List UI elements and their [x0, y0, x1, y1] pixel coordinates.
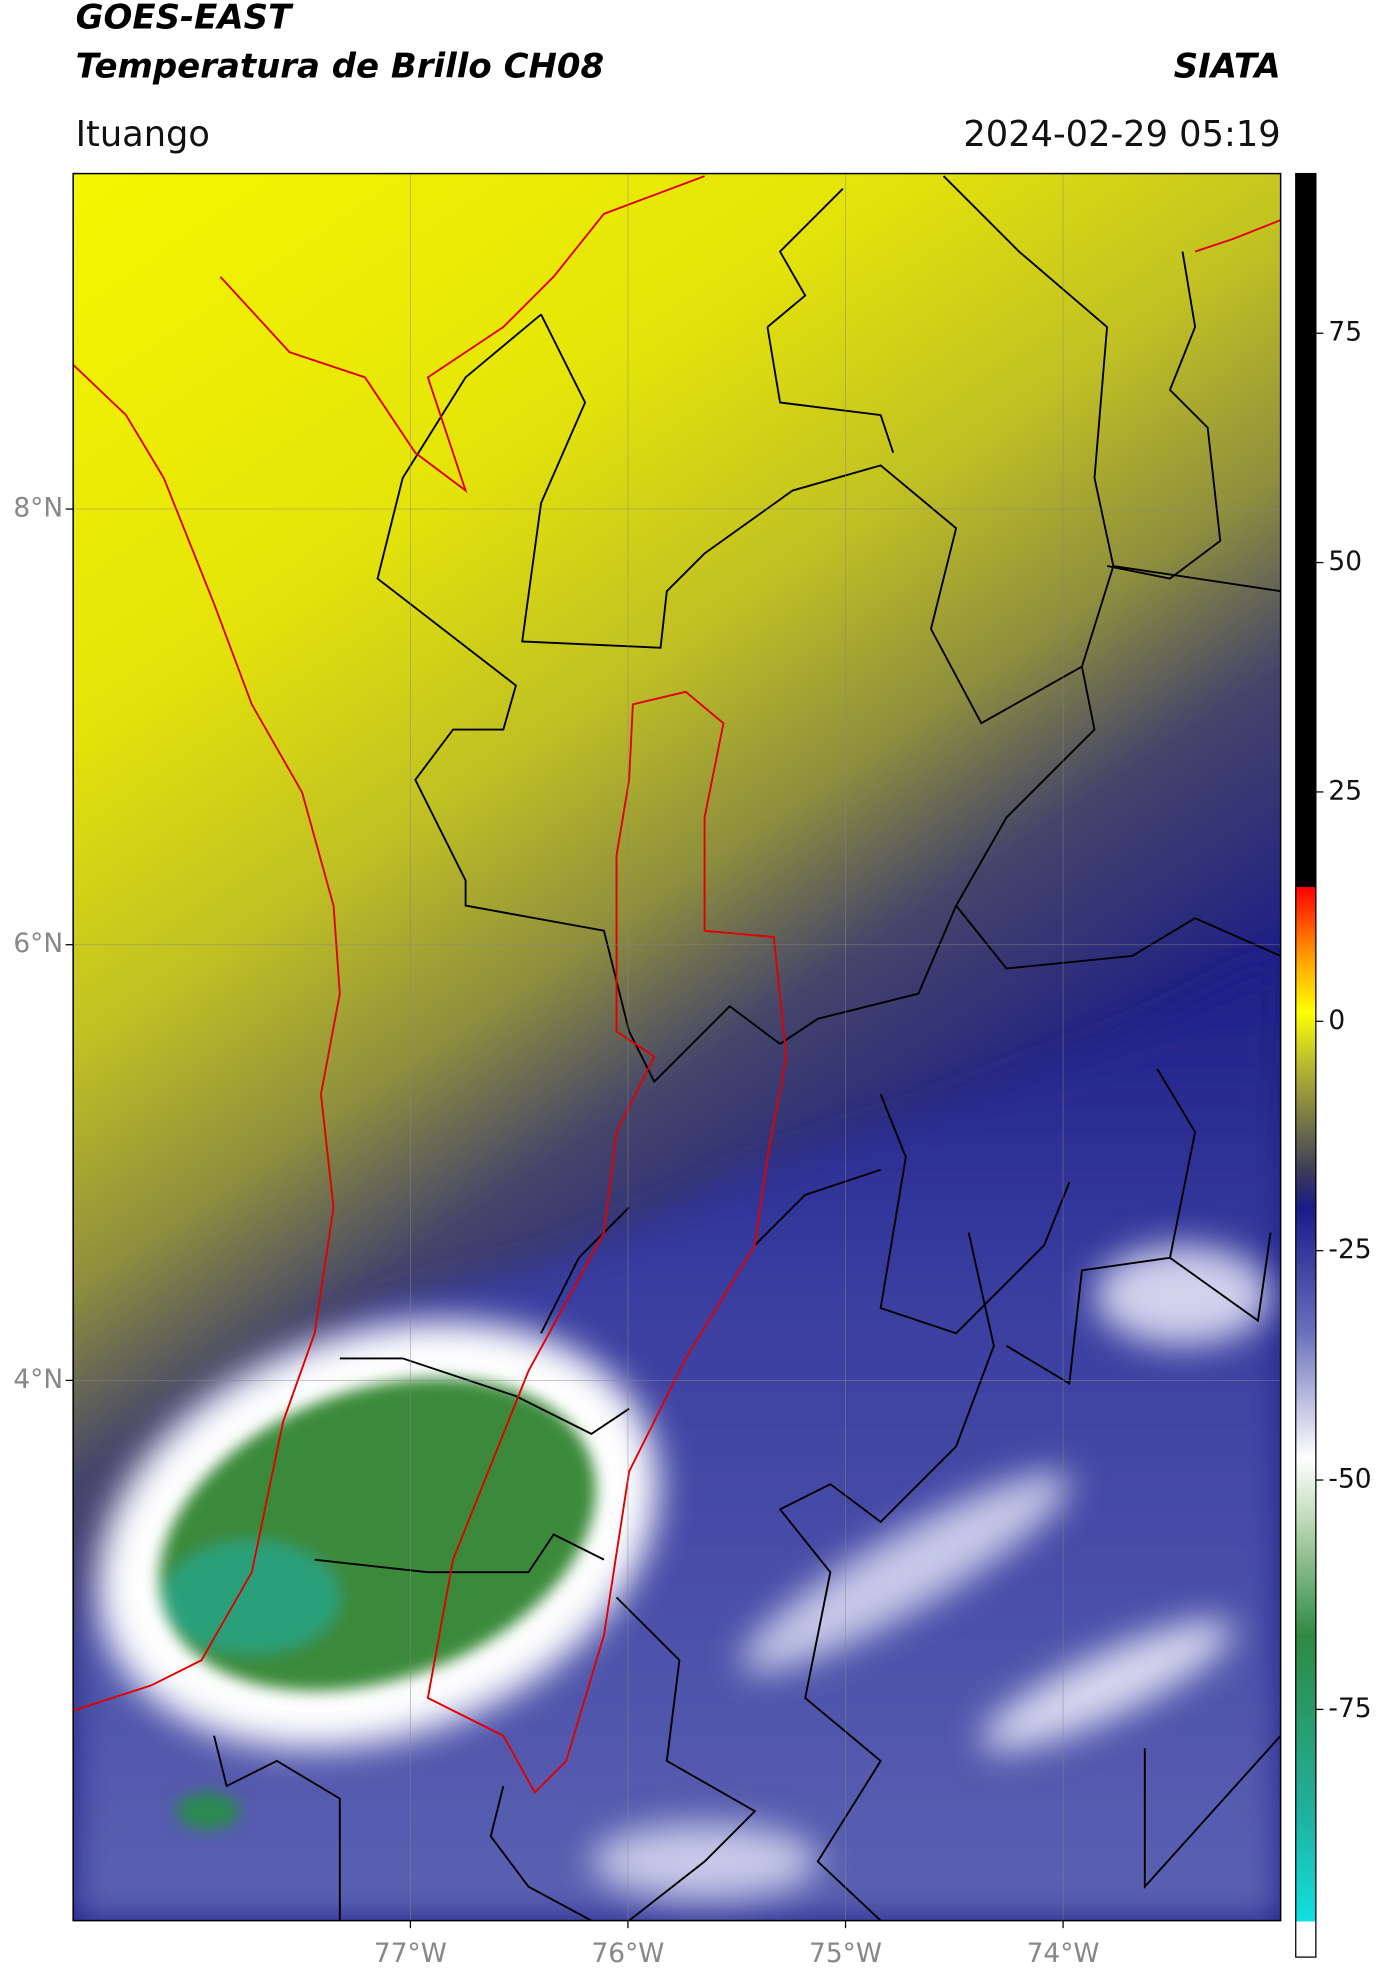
- map-frame: [72, 172, 1282, 1922]
- lat-label: 8°N: [13, 493, 63, 524]
- colorbar-label: 25: [1328, 775, 1362, 806]
- lat-label: 6°N: [13, 928, 63, 959]
- location: Ituango: [76, 114, 210, 155]
- lon-label: 75°W: [809, 1938, 882, 1969]
- lon-label: 74°W: [1027, 1938, 1100, 1969]
- colorbar-label: 75: [1328, 317, 1362, 348]
- lat-label: 4°N: [13, 1364, 63, 1395]
- colorbar-label: -50: [1328, 1464, 1371, 1495]
- colorbar: [1295, 172, 1317, 1958]
- datetime: 2024-02-29 05:19: [963, 114, 1280, 155]
- colorbar-label: -75: [1328, 1693, 1371, 1724]
- title: GOES-EAST: [76, 0, 294, 37]
- lon-label: 76°W: [591, 1938, 664, 1969]
- satellite-image: [73, 173, 1281, 1921]
- graticule: [73, 173, 1281, 1921]
- subtitle: Temperatura de Brillo CH08: [76, 46, 604, 86]
- colorbar-label: -25: [1328, 1234, 1371, 1265]
- colorbar-label: 50: [1328, 546, 1362, 577]
- brand: SIATA: [1174, 46, 1281, 86]
- colorbar-label: 0: [1328, 1005, 1345, 1036]
- lon-label: 77°W: [374, 1938, 447, 1969]
